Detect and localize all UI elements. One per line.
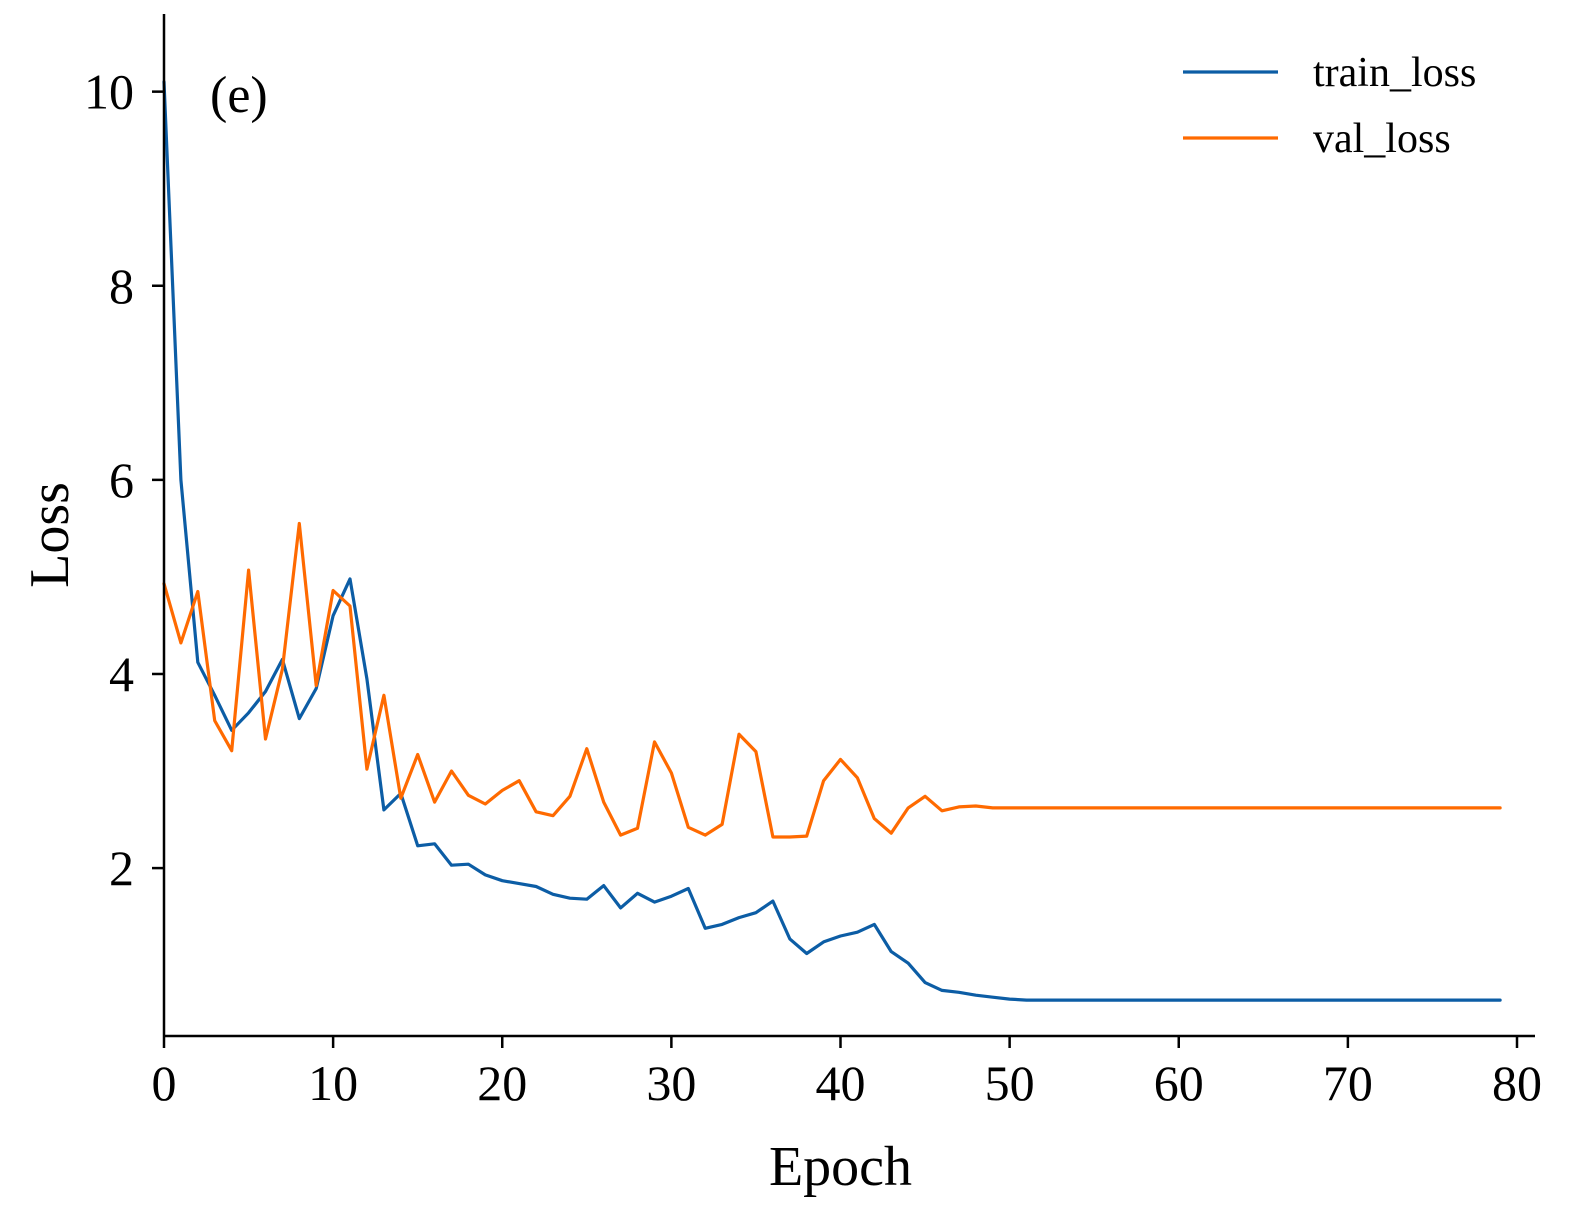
panel-label: (e)	[210, 67, 268, 124]
legend-label-train-loss: train_loss	[1313, 50, 1476, 96]
series-line-val-loss	[162, 521, 1502, 839]
x-tick-label: 10	[308, 1055, 358, 1111]
series-line-train-loss	[162, 80, 1502, 1002]
x-axis-ticks: 0 10 20 30 40 50 60 70 80	[152, 1036, 1542, 1111]
x-tick-label: 80	[1492, 1055, 1542, 1111]
y-tick-label: 8	[109, 258, 134, 314]
y-tick-label: 2	[109, 840, 134, 896]
y-axis-ticks: 2 4 6 8 10	[84, 64, 164, 896]
x-tick-label: 40	[816, 1055, 866, 1111]
plot-area: 0 10 20 30 40 50 60 70 80 2 4 6 8 10	[84, 14, 1542, 1111]
y-axis-title: Loss	[19, 482, 81, 588]
legend-label-val-loss: val_loss	[1313, 116, 1451, 162]
x-tick-label: 70	[1323, 1055, 1373, 1111]
y-tick-label: 4	[109, 646, 134, 702]
series-layer	[162, 80, 1502, 1002]
x-tick-label: 60	[1154, 1055, 1204, 1111]
y-tick-label: 6	[109, 452, 134, 508]
legend: train_loss val_loss	[1183, 50, 1476, 162]
x-tick-label: 0	[152, 1055, 177, 1111]
x-tick-label: 50	[985, 1055, 1035, 1111]
x-tick-label: 20	[477, 1055, 527, 1111]
x-axis-title: Epoch	[769, 1136, 912, 1198]
x-tick-label: 30	[646, 1055, 696, 1111]
y-tick-label: 10	[84, 64, 134, 120]
